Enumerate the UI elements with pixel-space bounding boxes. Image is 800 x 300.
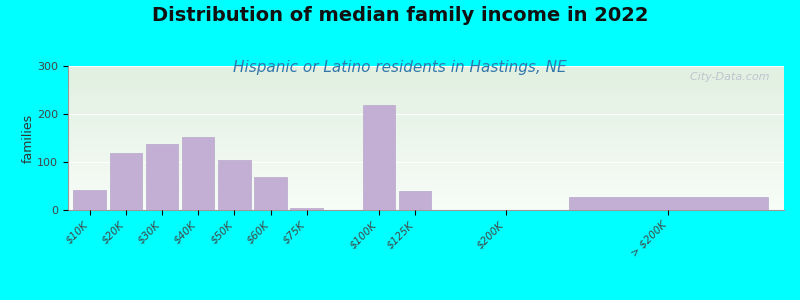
Text: City-Data.com: City-Data.com <box>683 72 770 82</box>
Text: Distribution of median family income in 2022: Distribution of median family income in … <box>152 6 648 25</box>
Bar <box>146 144 178 210</box>
Bar <box>399 191 431 210</box>
Bar <box>254 177 286 210</box>
Bar <box>362 105 395 210</box>
Y-axis label: families: families <box>22 113 34 163</box>
Bar <box>218 160 250 210</box>
Bar <box>74 190 106 210</box>
Bar <box>569 196 768 210</box>
Bar <box>290 208 323 210</box>
Bar <box>110 153 142 210</box>
Bar <box>182 137 214 210</box>
Text: Hispanic or Latino residents in Hastings, NE: Hispanic or Latino residents in Hastings… <box>233 60 567 75</box>
